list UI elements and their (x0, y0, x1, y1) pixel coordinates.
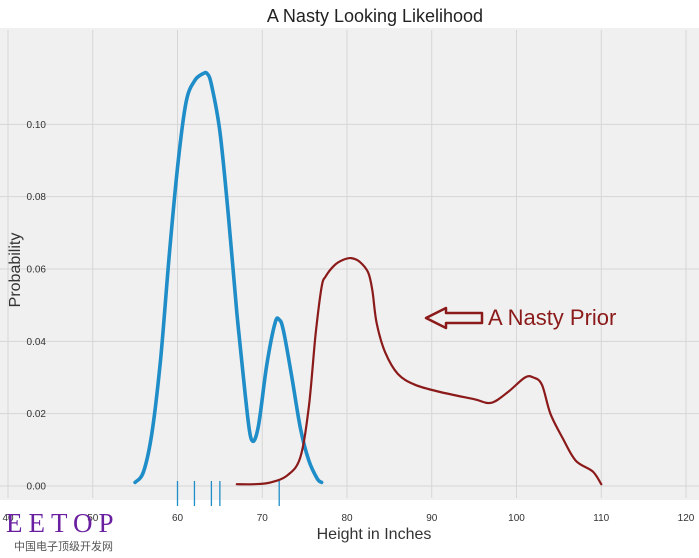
x-tick-label: 70 (257, 513, 269, 524)
annotation-label: A Nasty Prior (488, 305, 616, 330)
series-group (133, 70, 603, 486)
prior-line (235, 256, 603, 486)
y-ticks: 0.00 0.02 0.04 0.06 0.08 0.10 (27, 120, 47, 493)
rug-marks (176, 481, 280, 506)
x-tick-label: 90 (426, 513, 438, 524)
y-tick-label: 0.04 (27, 337, 47, 348)
x-tick-label: 60 (172, 513, 184, 524)
x-ticks: 40 50 60 70 80 90 100 110 120 (2, 513, 694, 524)
watermark-latin: EETOP (6, 508, 120, 538)
y-tick-label: 0.02 (27, 409, 47, 420)
y-tick-label: 0.06 (27, 265, 47, 276)
likelihood-line (133, 70, 324, 485)
watermark: EETOP 中国电子顶级开发网 (6, 508, 120, 553)
x-tick-label: 100 (508, 513, 525, 524)
x-tick-label: 50 (87, 513, 99, 524)
chart-title: A Nasty Looking Likelihood (267, 6, 483, 26)
watermark-cjk: 中国电子顶级开发网 (14, 539, 113, 553)
y-tick-label: 0.08 (27, 192, 47, 203)
y-tick-label: 0.10 (27, 120, 47, 131)
y-tick-label: 0.00 (27, 482, 47, 493)
x-axis-label: Height in Inches (317, 526, 432, 543)
grid (0, 30, 699, 498)
x-tick-label: 80 (341, 513, 353, 524)
y-axis-label: Probability (7, 233, 24, 308)
annotation-arrow-icon (424, 306, 484, 330)
annotation-arrow (424, 306, 484, 330)
plot-background (0, 28, 699, 500)
x-tick-label: 110 (593, 513, 609, 524)
x-tick-label: 40 (2, 513, 14, 524)
x-tick-label: 120 (678, 513, 695, 524)
